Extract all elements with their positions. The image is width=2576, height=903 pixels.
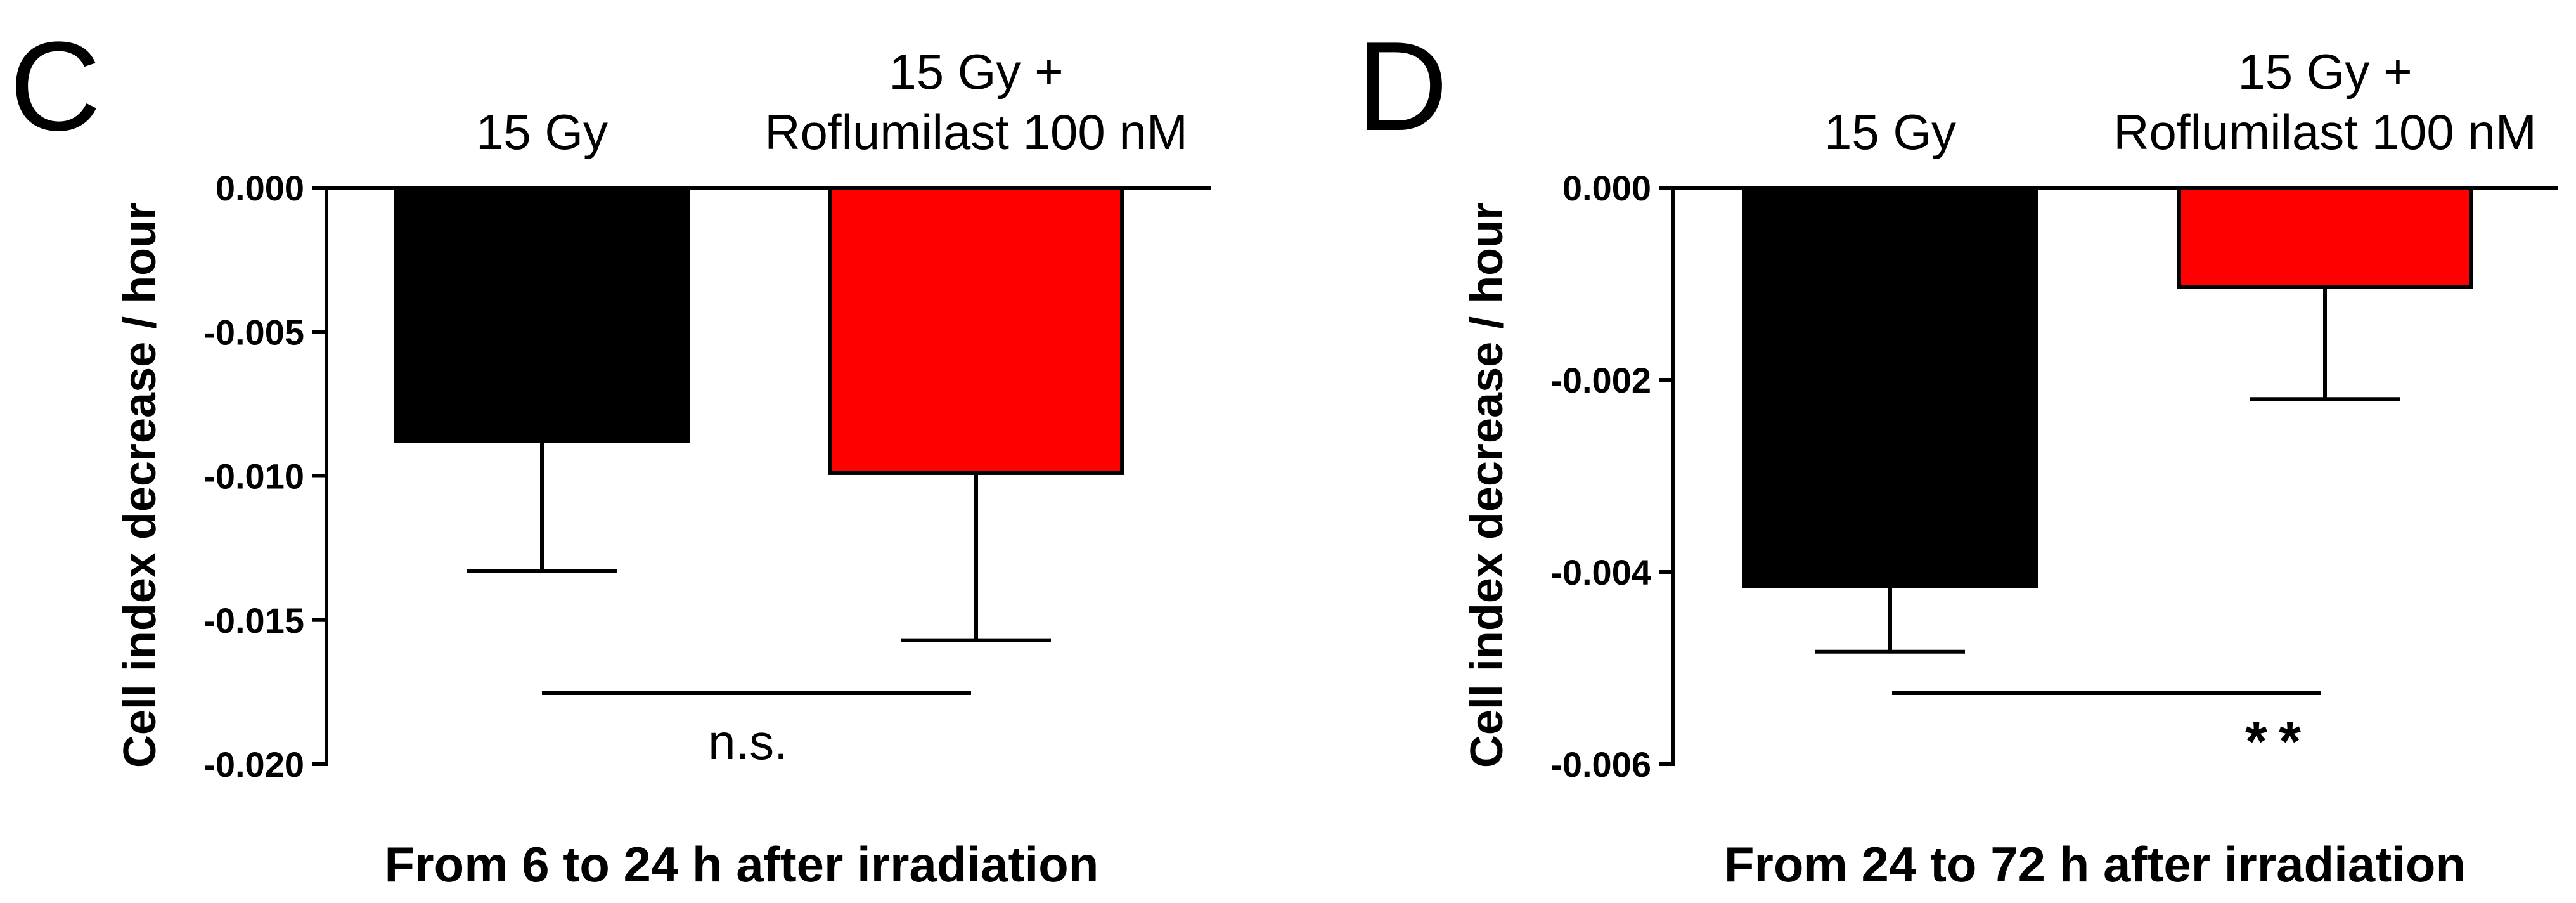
y-axis-label: Cell index decrease / hour <box>1462 202 1512 768</box>
y-tick-label: -0.002 <box>1550 360 1651 400</box>
panel-letter: C <box>10 16 101 157</box>
panel-d: D 15 Gy 15 Gy +Roflumilast 100 nM 0.000 -0.0… <box>1356 16 2558 892</box>
y-tick-label: -0.006 <box>1550 744 1651 784</box>
y-tick-label: 0.000 <box>216 168 304 208</box>
bar-1 <box>1742 186 2038 588</box>
category-label-2-line-2: Roflumilast 100 nM <box>764 104 1188 160</box>
significance-label: ** <box>2245 710 2312 774</box>
panel-letter: D <box>1356 16 1448 157</box>
y-tick-label: -0.004 <box>1550 552 1651 592</box>
x-axis-label: From 6 to 24 h after irradiation <box>385 836 1099 892</box>
y-tick-label: -0.005 <box>203 312 304 352</box>
panel-c: C 15 Gy 15 Gy +Roflumilast 100 nM 0.000 -0.0… <box>10 16 1211 892</box>
bar-2 <box>2177 186 2473 289</box>
bar-1 <box>394 186 690 443</box>
bar-2 <box>828 186 1124 475</box>
y-tick-label: -0.010 <box>203 457 304 497</box>
y-tick-label: -0.015 <box>203 601 304 640</box>
category-label-2-line-2: Roflumilast 100 nM <box>2113 104 2537 160</box>
category-label-2-line-1: 15 Gy + <box>889 44 1063 100</box>
y-tick-label: -0.020 <box>203 744 304 784</box>
category-label-1-line-1: 15 Gy <box>1824 104 1956 160</box>
category-label-2-line-1: 15 Gy + <box>2238 44 2412 100</box>
category-label-1-line-1: 15 Gy <box>476 104 608 160</box>
y-tick-label: 0.000 <box>1562 168 1651 208</box>
significance-label: n.s. <box>708 714 788 770</box>
y-axis-label: Cell index decrease / hour <box>115 202 165 768</box>
x-axis-label: From 24 to 72 h after irradiation <box>1724 836 2466 892</box>
